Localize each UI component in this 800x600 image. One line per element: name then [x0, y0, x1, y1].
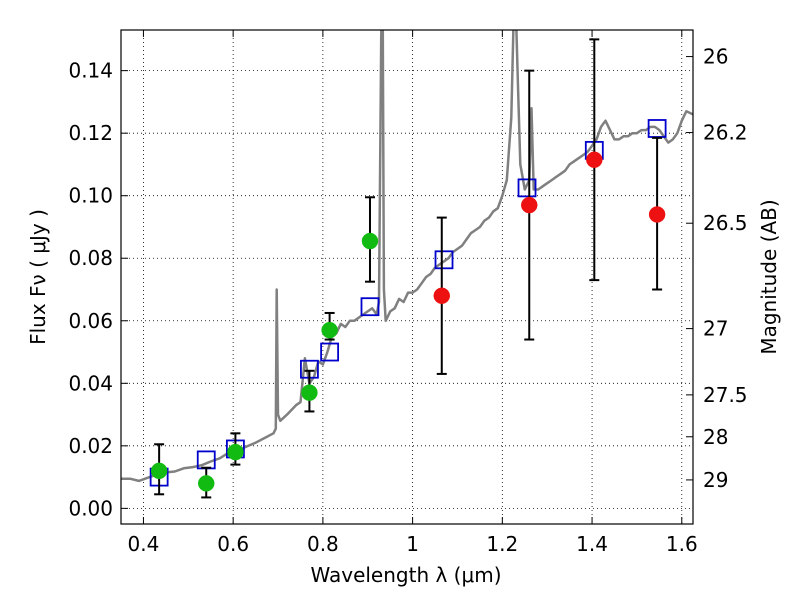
- x-tick-label: 1: [406, 532, 419, 556]
- y2-tick-label: 26.5: [703, 211, 748, 235]
- y2-tick-label: 27: [703, 317, 728, 341]
- x-tick-label: 1.2: [486, 532, 518, 556]
- y-tick-label: 0.00: [68, 496, 113, 520]
- observed-point: [227, 443, 244, 461]
- x-tick-label: 0.6: [217, 532, 249, 556]
- observed-point: [150, 462, 168, 480]
- observed-point: [197, 475, 215, 492]
- y-tick-label: 0.10: [68, 184, 113, 208]
- axis-ticks: [121, 30, 693, 524]
- observed-point: [586, 151, 603, 169]
- model-photometry-square: [360, 297, 380, 317]
- plot-frame: [120, 29, 694, 525]
- y-axis-label: Flux Fν ( μJy ): [26, 209, 50, 345]
- observed-point: [301, 384, 318, 401]
- y2-tick-label: 27.5: [703, 383, 748, 407]
- y2-tick-label: 26.2: [703, 121, 748, 145]
- y-tick-label: 0.02: [68, 434, 113, 458]
- model-photometry-square: [320, 342, 340, 362]
- y-tick-label: 0.04: [68, 371, 113, 395]
- y2-axis-label: Magnitude (AB): [757, 199, 781, 354]
- observed-point: [321, 321, 338, 339]
- model-photometry-square: [517, 178, 537, 198]
- x-tick-label: 0.8: [307, 532, 339, 556]
- series-layer: [121, 30, 693, 499]
- observed-point: [361, 232, 379, 250]
- y2-tick-label: 26: [703, 45, 728, 69]
- x-axis-label: Wavelength λ (μm): [310, 563, 501, 587]
- observed-point: [521, 196, 538, 214]
- observed-point: [648, 206, 666, 223]
- x-tick-label: 1.6: [666, 532, 698, 556]
- x-tick-label: 0.4: [128, 532, 160, 556]
- y2-tick-label: 28: [703, 425, 728, 449]
- model-photometry-square: [434, 250, 454, 270]
- y-tick-label: 0.12: [68, 121, 113, 145]
- y-tick-label: 0.14: [68, 59, 113, 83]
- y-tick-label: 0.08: [68, 246, 113, 270]
- y-tick-label: 0.06: [68, 309, 113, 333]
- observed-point: [433, 287, 451, 305]
- y2-tick-label: 29: [703, 468, 728, 492]
- plot-area: [121, 30, 693, 499]
- x-tick-label: 1.4: [576, 532, 608, 556]
- axis-tick-labels: 0.4 0.6 0.8 1 1.2 1.4 1.6 0.00 0.02 0.04 0.06 0.08 0…: [68, 45, 747, 556]
